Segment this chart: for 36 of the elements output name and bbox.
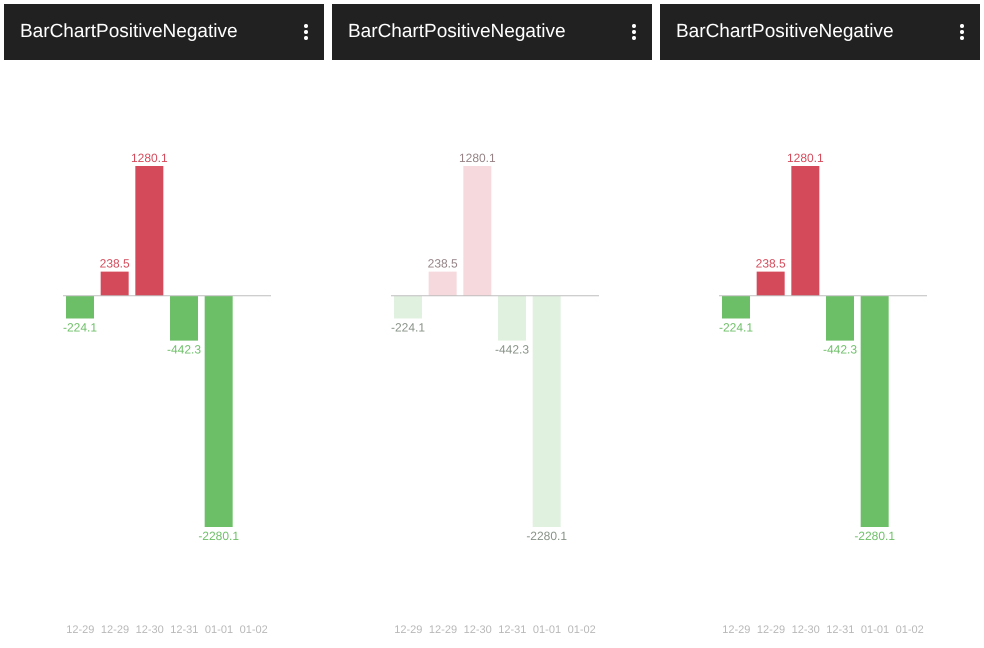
x-tick-label: 12-29 (66, 624, 94, 636)
x-tick-label: 12-31 (170, 624, 198, 636)
x-tick-label: 12-29 (428, 624, 458, 636)
x-tick-label: 01-01 (204, 624, 234, 636)
chart-title: BarChartPositiveNegative (348, 21, 566, 43)
x-tick-label: 01-02 (568, 624, 596, 636)
x-tick-label: 01-02 (240, 624, 268, 636)
x-tick-label: 12-30 (792, 624, 820, 636)
data-label: 238.5 (756, 256, 786, 271)
x-tick-label: 01-01 (860, 624, 890, 636)
data-label: -442.3 (822, 342, 858, 357)
x-tick-label: 12-29 (394, 624, 422, 636)
data-label: 1280.1 (458, 151, 496, 165)
x-tick-label: 12-30 (464, 624, 492, 636)
data-label: -442.3 (166, 342, 202, 357)
data-label: 1280.1 (130, 151, 168, 165)
data-label: -224.1 (62, 320, 98, 335)
data-label: 238.5 (100, 256, 130, 271)
data-label: -2280.1 (198, 529, 240, 543)
chart-title: BarChartPositiveNegative (676, 21, 894, 43)
x-tick-label: 12-29 (722, 624, 750, 636)
chart-title: BarChartPositiveNegative (20, 21, 238, 43)
data-label: 238.5 (428, 256, 458, 271)
data-label: -224.1 (718, 320, 754, 335)
x-tick-label: 12-29 (756, 624, 786, 636)
data-label: -2280.1 (526, 529, 568, 543)
data-label: 1280.1 (786, 151, 824, 165)
x-tick-label: 01-02 (896, 624, 924, 636)
x-tick-label: 12-31 (826, 624, 854, 636)
data-label: -224.1 (390, 320, 426, 335)
x-tick-label: 12-29 (100, 624, 130, 636)
x-tick-label: 01-01 (532, 624, 562, 636)
x-tick-label: 12-31 (498, 624, 526, 636)
x-tick-label: 12-30 (136, 624, 164, 636)
data-label: -442.3 (494, 342, 530, 357)
data-label: -2280.1 (854, 529, 896, 543)
